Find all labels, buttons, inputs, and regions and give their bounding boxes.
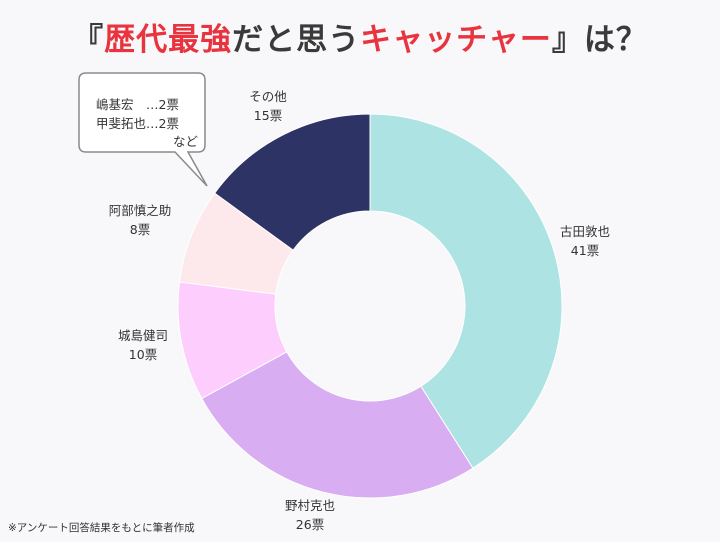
- title-middle: だと思う: [232, 22, 361, 58]
- footnote: ※アンケート回答結果をもとに筆者作成: [8, 522, 195, 534]
- slice-label-name: 古田敦也: [560, 224, 610, 239]
- slice-label-name: 野村克也: [285, 498, 335, 513]
- annotation-bubble: 嶋基宏 …2票 甲斐拓也…2票 など: [78, 72, 208, 187]
- title-highlight-1: 歴代最強: [104, 22, 233, 58]
- speech-bubble-shape: [78, 72, 208, 187]
- donut-slice: [369, 113, 563, 469]
- slice-label-name: その他: [249, 89, 287, 104]
- title-highlight-2: キャッチャー: [360, 22, 552, 58]
- slice-label-value: 26票: [296, 517, 324, 532]
- chart-title: 『歴代最強だと思うキャッチャー』は？: [0, 14, 720, 59]
- slice-label-name: 阿部慎之助: [109, 203, 172, 218]
- donut-slices: [177, 113, 563, 499]
- slice-label-value: 41票: [571, 243, 599, 258]
- slice-label-value: 8票: [130, 222, 150, 237]
- slice-label-value: 15票: [254, 108, 282, 123]
- title-bracket-open: 『: [72, 22, 105, 58]
- slice-label-value: 10票: [129, 347, 157, 362]
- slice-label-name: 城島健司: [118, 328, 168, 343]
- donut-slice: [213, 113, 371, 251]
- annotation-line-1: 嶋基宏 …2票: [96, 97, 179, 112]
- annotation-line-2: 甲斐拓也…2票: [96, 116, 179, 131]
- donut-slice: [201, 351, 474, 499]
- annotation-line-3: など: [173, 134, 199, 149]
- title-bracket-close: 』は？: [551, 22, 648, 58]
